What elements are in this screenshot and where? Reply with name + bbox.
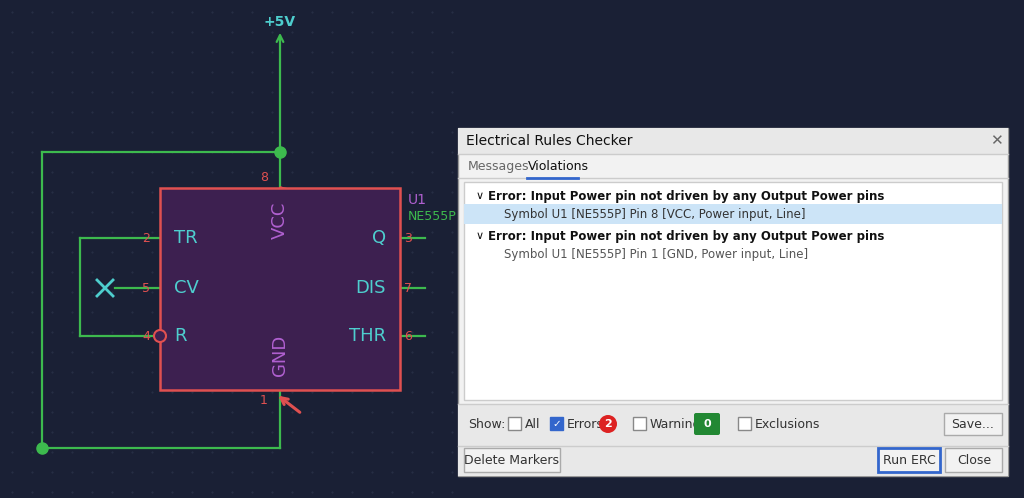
Text: 5: 5 xyxy=(142,281,150,294)
Text: VCC: VCC xyxy=(271,202,289,240)
FancyBboxPatch shape xyxy=(633,417,646,430)
Text: R: R xyxy=(174,327,186,345)
Text: Electrical Rules Checker: Electrical Rules Checker xyxy=(466,134,633,148)
Circle shape xyxy=(154,330,166,342)
Text: Save...: Save... xyxy=(951,417,994,430)
Text: THR: THR xyxy=(349,327,386,345)
FancyBboxPatch shape xyxy=(464,182,1002,400)
Text: U1: U1 xyxy=(408,193,427,207)
Text: Run ERC: Run ERC xyxy=(883,454,935,467)
FancyBboxPatch shape xyxy=(458,404,1008,476)
Text: Messages: Messages xyxy=(468,159,529,172)
FancyBboxPatch shape xyxy=(508,417,521,430)
FancyBboxPatch shape xyxy=(944,413,1002,435)
FancyBboxPatch shape xyxy=(458,128,1008,154)
Text: 4: 4 xyxy=(142,330,150,343)
Text: Delete Markers: Delete Markers xyxy=(465,454,559,467)
Text: 1: 1 xyxy=(260,394,268,407)
Text: ✕: ✕ xyxy=(989,133,1002,148)
FancyBboxPatch shape xyxy=(464,448,560,472)
FancyBboxPatch shape xyxy=(464,204,1002,224)
Text: TR: TR xyxy=(174,229,198,247)
Text: 7: 7 xyxy=(404,281,412,294)
Text: 2: 2 xyxy=(142,232,150,245)
Text: Symbol U1 [NE555P] Pin 8 [VCC, Power input, Line]: Symbol U1 [NE555P] Pin 8 [VCC, Power inp… xyxy=(504,208,806,221)
Text: Close: Close xyxy=(957,454,991,467)
Text: Errors: Errors xyxy=(567,417,604,430)
Text: NE555P: NE555P xyxy=(408,210,457,223)
Text: Error: Input Power pin not driven by any Output Power pins: Error: Input Power pin not driven by any… xyxy=(488,190,885,203)
Text: DIS: DIS xyxy=(355,279,386,297)
FancyBboxPatch shape xyxy=(694,413,720,435)
Text: +5V: +5V xyxy=(264,15,296,29)
Text: All: All xyxy=(525,417,541,430)
Text: 0: 0 xyxy=(703,419,711,429)
Text: Symbol U1 [NE555P] Pin 1 [GND, Power input, Line]: Symbol U1 [NE555P] Pin 1 [GND, Power inp… xyxy=(504,248,808,260)
Circle shape xyxy=(599,415,617,433)
Text: Warnings: Warnings xyxy=(650,417,708,430)
Text: ∨: ∨ xyxy=(476,231,484,241)
Text: CV: CV xyxy=(174,279,199,297)
FancyBboxPatch shape xyxy=(458,128,1008,476)
Text: 2: 2 xyxy=(604,419,612,429)
Text: 8: 8 xyxy=(260,171,268,184)
FancyBboxPatch shape xyxy=(945,448,1002,472)
Text: ∨: ∨ xyxy=(476,191,484,201)
Text: Show:: Show: xyxy=(468,417,506,430)
Text: Q: Q xyxy=(372,229,386,247)
FancyBboxPatch shape xyxy=(878,448,940,472)
Text: ✓: ✓ xyxy=(552,419,561,429)
Text: 3: 3 xyxy=(404,232,412,245)
Text: Exclusions: Exclusions xyxy=(755,417,820,430)
Text: Error: Input Power pin not driven by any Output Power pins: Error: Input Power pin not driven by any… xyxy=(488,230,885,243)
Text: 6: 6 xyxy=(404,330,412,343)
FancyBboxPatch shape xyxy=(160,188,400,390)
FancyBboxPatch shape xyxy=(550,417,563,430)
FancyBboxPatch shape xyxy=(738,417,751,430)
Text: GND: GND xyxy=(271,335,289,376)
Text: Violations: Violations xyxy=(528,159,589,172)
